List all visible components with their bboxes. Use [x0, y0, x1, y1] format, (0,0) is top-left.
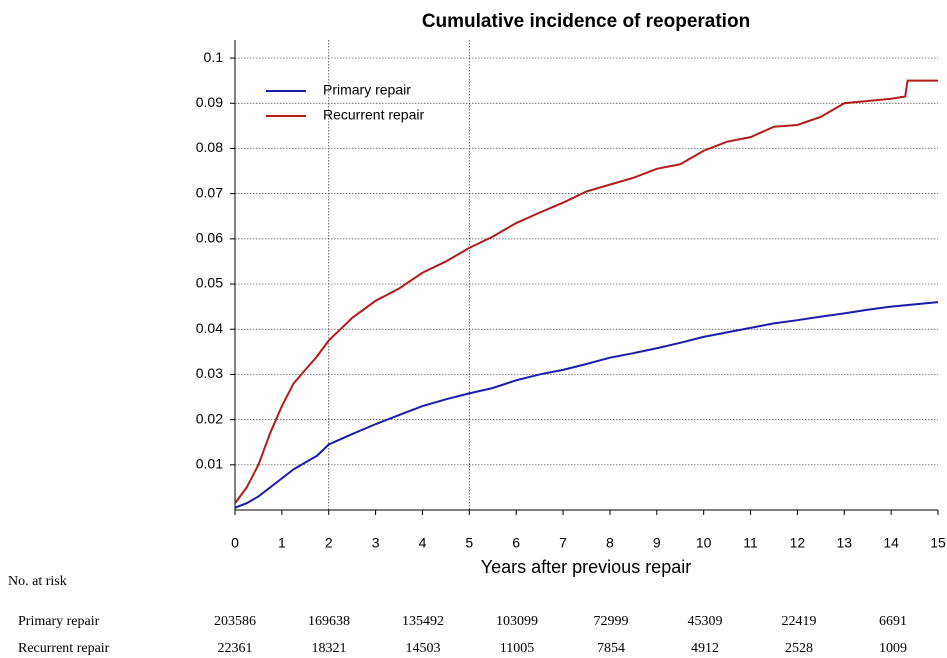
legend-label: Primary repair	[323, 82, 411, 98]
y-tick-label: 0.08	[196, 139, 223, 155]
risk-value: 203586	[214, 614, 256, 629]
x-tick-label: 5	[465, 535, 473, 551]
y-tick-label: 0.02	[196, 410, 223, 426]
legend-label: Recurrent repair	[323, 107, 424, 123]
y-tick-label: 0.03	[196, 365, 223, 381]
risk-table-title: No. at risk	[8, 574, 67, 589]
y-tick-label: 0.01	[196, 456, 223, 472]
y-tick-label: 0.05	[196, 275, 223, 291]
risk-value: 18321	[312, 641, 347, 656]
risk-value: 1009	[879, 641, 907, 656]
line-series	[234, 79, 938, 504]
risk-value: 14503	[406, 641, 441, 656]
risk-value: 169638	[308, 614, 350, 629]
x-tick-label: 4	[419, 535, 427, 551]
x-tick-label: 0	[231, 535, 239, 551]
x-axis-label: Years after previous repair	[481, 557, 691, 577]
x-tick-label: 10	[696, 535, 712, 551]
line-series	[234, 301, 939, 509]
risk-row-label: Recurrent repair	[18, 641, 110, 656]
x-tick-label: 13	[836, 535, 852, 551]
risk-value: 103099	[496, 614, 538, 629]
risk-value: 7854	[597, 641, 625, 656]
risk-value: 2528	[785, 641, 813, 656]
x-tick-label: 15	[930, 535, 946, 551]
x-tick-label: 9	[653, 535, 661, 551]
y-tick-label: 0.06	[196, 230, 223, 246]
x-tick-label: 11	[743, 535, 758, 551]
x-tick-label: 6	[512, 535, 520, 551]
risk-value: 4912	[691, 641, 719, 656]
x-tick-label: 7	[559, 535, 567, 551]
risk-value: 22419	[782, 614, 817, 629]
x-tick-label: 1	[278, 535, 286, 551]
y-tick-label: 0.04	[196, 320, 223, 336]
risk-value: 6691	[879, 614, 907, 629]
x-tick-label: 3	[372, 535, 380, 551]
risk-value: 135492	[402, 614, 444, 629]
y-tick-label: 0.09	[196, 94, 223, 110]
chart-title: Cumulative incidence of reoperation	[422, 11, 750, 32]
x-tick-label: 14	[883, 535, 899, 551]
risk-value: 72999	[594, 614, 629, 629]
risk-row-label: Primary repair	[18, 614, 100, 629]
risk-value: 45309	[688, 614, 723, 629]
risk-value: 11005	[500, 641, 534, 656]
x-tick-label: 8	[606, 535, 614, 551]
y-tick-label: 0.1	[204, 49, 224, 65]
x-tick-label: 2	[325, 535, 333, 551]
y-tick-label: 0.07	[196, 184, 223, 200]
risk-value: 22361	[218, 641, 253, 656]
x-tick-label: 12	[790, 535, 806, 551]
